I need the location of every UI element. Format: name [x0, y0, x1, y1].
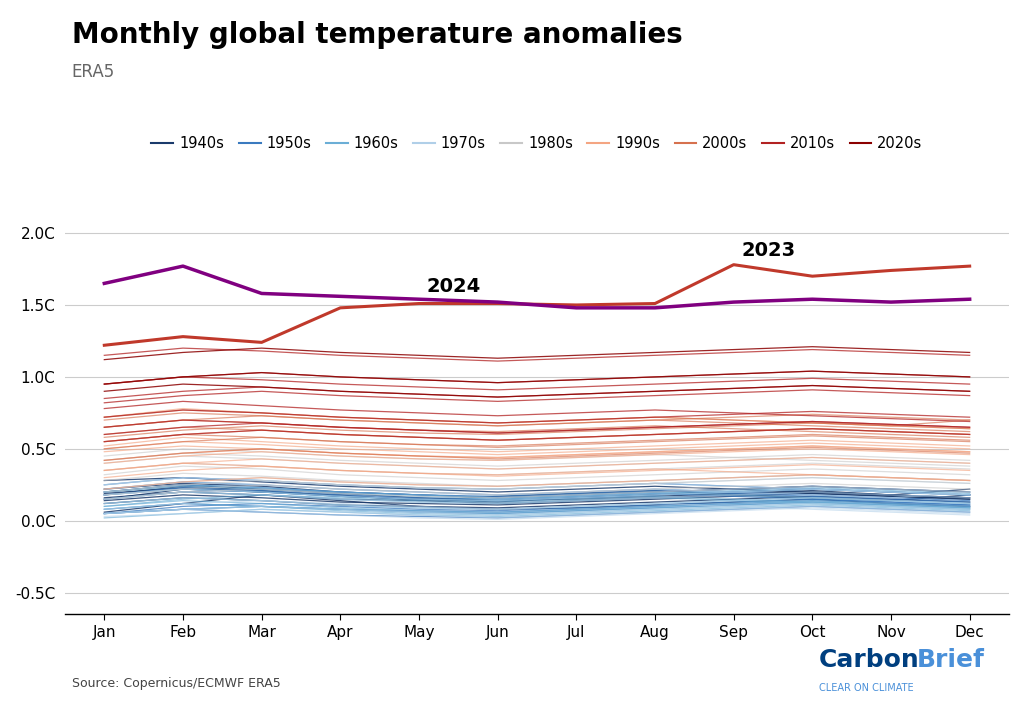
Text: Source: Copernicus/ECMWF ERA5: Source: Copernicus/ECMWF ERA5 [72, 677, 281, 690]
Text: ERA5: ERA5 [72, 63, 115, 82]
Text: 2024: 2024 [427, 277, 481, 296]
Text: Monthly global temperature anomalies: Monthly global temperature anomalies [72, 21, 682, 49]
Legend: 1940s, 1950s, 1960s, 1970s, 1980s, 1990s, 2000s, 2010s, 2020s: 1940s, 1950s, 1960s, 1970s, 1980s, 1990s… [145, 130, 929, 157]
Text: 2023: 2023 [741, 241, 796, 260]
Text: Brief: Brief [916, 648, 984, 672]
Text: Carbon: Carbon [819, 648, 920, 672]
Text: CLEAR ON CLIMATE: CLEAR ON CLIMATE [819, 684, 913, 693]
